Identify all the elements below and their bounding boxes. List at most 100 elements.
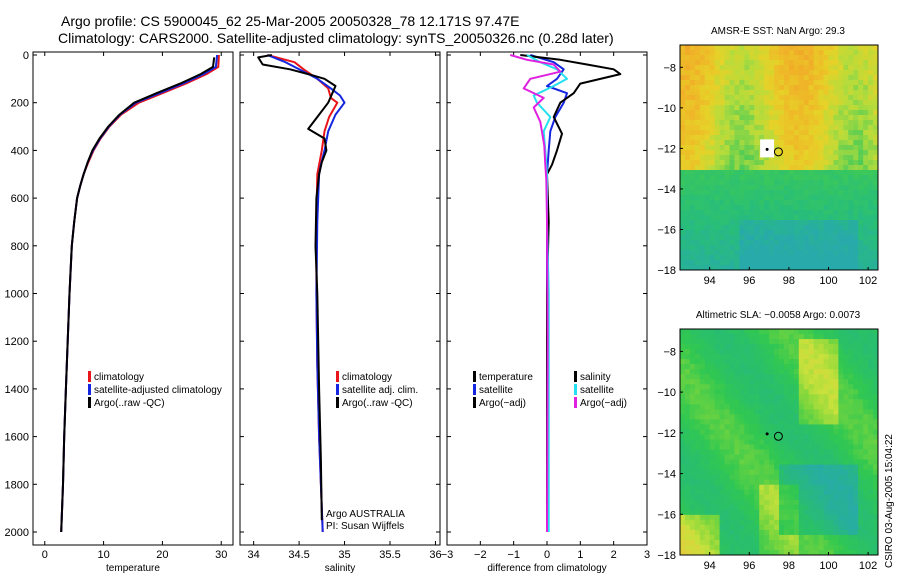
sla-map-cell bbox=[848, 409, 854, 415]
sla-map-cell bbox=[788, 354, 795, 360]
sst-map-cell bbox=[684, 100, 691, 106]
sla-map-cell bbox=[714, 439, 720, 445]
sla-map-cell bbox=[863, 394, 869, 400]
sla-map-cell bbox=[704, 409, 711, 415]
sst-map-cell bbox=[873, 105, 879, 111]
sla-map-cell bbox=[803, 364, 810, 370]
sst-map-cell bbox=[744, 155, 750, 161]
sst-map-cell bbox=[694, 235, 701, 241]
sst-map-cell bbox=[754, 50, 760, 56]
sst-map-cell bbox=[823, 265, 829, 271]
sst-map-cell bbox=[863, 165, 869, 171]
sst-map-cell bbox=[774, 70, 780, 76]
sst-map-cell bbox=[749, 215, 755, 221]
sst-map-cell bbox=[848, 240, 854, 246]
sla-map-cell bbox=[848, 534, 854, 541]
sla-map-cell bbox=[848, 514, 854, 521]
sst-map-cell bbox=[808, 50, 815, 56]
sla-map-cell bbox=[744, 364, 750, 370]
sla-map-cell bbox=[808, 344, 815, 350]
sla-map-cell bbox=[744, 494, 750, 501]
sla-map-cell bbox=[729, 369, 735, 375]
sla-map-cell bbox=[858, 454, 864, 460]
sst-map-cell bbox=[848, 145, 854, 151]
sst-map-cell bbox=[744, 160, 750, 166]
sst-map-cell bbox=[858, 50, 864, 56]
sla-map-cell bbox=[694, 379, 701, 385]
sst-map-cell bbox=[868, 245, 874, 251]
sla-map-ytick-label: −8 bbox=[663, 346, 676, 358]
sla-map-ytick-label: −12 bbox=[657, 428, 676, 440]
sla-map-cell bbox=[759, 544, 765, 551]
sla-map-cell bbox=[853, 389, 859, 395]
sst-map-cell bbox=[680, 160, 686, 166]
sst-map-cell bbox=[848, 225, 854, 231]
sla-map-cell bbox=[873, 349, 879, 355]
sst-map-cell bbox=[788, 190, 795, 196]
sla-map-cell bbox=[724, 389, 730, 395]
sst-map-cell bbox=[833, 175, 839, 181]
sst-map-cell bbox=[754, 215, 760, 221]
sla-map-cell bbox=[739, 529, 745, 536]
sla-map-cell bbox=[774, 489, 780, 496]
sla-map-cell bbox=[798, 534, 805, 541]
sst-map-cell bbox=[724, 165, 730, 171]
sla-map-cell bbox=[694, 504, 701, 511]
sst-map-cell bbox=[798, 215, 805, 221]
sst-map-cell bbox=[680, 175, 686, 181]
sla-map-cell bbox=[783, 499, 790, 506]
sla-map-cell bbox=[754, 379, 760, 385]
sla-map-cell bbox=[774, 549, 780, 556]
sla-map-cell bbox=[863, 429, 869, 435]
sst-map-cell bbox=[838, 85, 844, 91]
sla-map-cell bbox=[863, 349, 869, 355]
sst-map-cell bbox=[779, 165, 785, 171]
sst-map-cell bbox=[873, 255, 879, 261]
sla-map-cell bbox=[848, 414, 854, 420]
sst-map-cell bbox=[729, 150, 735, 156]
sla-map-cell bbox=[709, 404, 716, 410]
sla-map-cell bbox=[793, 434, 800, 440]
sst-map-cell bbox=[843, 240, 849, 246]
sst-map-cell bbox=[823, 220, 829, 226]
sst-map-cell bbox=[709, 50, 716, 56]
sst-map-cell bbox=[868, 145, 874, 151]
sst-map-cell bbox=[774, 185, 780, 191]
sla-map-cell bbox=[823, 434, 829, 440]
sst-map-cell bbox=[689, 140, 696, 146]
sla-map-cell bbox=[838, 524, 844, 531]
sla-map-cell bbox=[838, 354, 844, 360]
sst-map-cell bbox=[724, 250, 730, 256]
sst-map-cell bbox=[783, 165, 790, 171]
sla-map-cell bbox=[803, 404, 810, 410]
sst-map-cell bbox=[873, 250, 879, 256]
sla-map-cell bbox=[694, 514, 701, 521]
sla-map-cell bbox=[699, 399, 706, 405]
sst-map-cell bbox=[689, 70, 696, 76]
sst-map-cell bbox=[803, 245, 810, 251]
sla-map-cell bbox=[680, 539, 686, 546]
sla-map-cell bbox=[759, 329, 765, 335]
sla-map-cell bbox=[680, 519, 686, 526]
sla-map-cell bbox=[838, 409, 844, 415]
sst-map-cell bbox=[744, 240, 750, 246]
sla-map-cell bbox=[813, 404, 819, 410]
difference-xlabel: difference from climatology bbox=[487, 563, 606, 574]
sst-map-cell bbox=[714, 235, 720, 241]
sst-map-cell bbox=[779, 230, 785, 236]
sla-map-cell bbox=[803, 439, 810, 445]
sst-map-cell bbox=[729, 185, 735, 191]
sst-map-cell bbox=[833, 200, 839, 206]
sla-map-cell bbox=[848, 449, 854, 455]
sst-map-cell bbox=[808, 45, 815, 51]
sst-map-cell bbox=[769, 235, 775, 241]
sla-map-cell bbox=[818, 409, 824, 415]
sla-map-cell bbox=[838, 334, 844, 340]
sla-map-cell bbox=[868, 339, 874, 345]
sst-map-cell bbox=[734, 60, 740, 66]
sla-map-cell bbox=[694, 539, 701, 546]
sst-map-cell bbox=[818, 75, 824, 81]
sst-map-cell bbox=[699, 135, 706, 141]
sst-map-cell bbox=[744, 130, 750, 136]
sst-map-cell bbox=[754, 95, 760, 101]
